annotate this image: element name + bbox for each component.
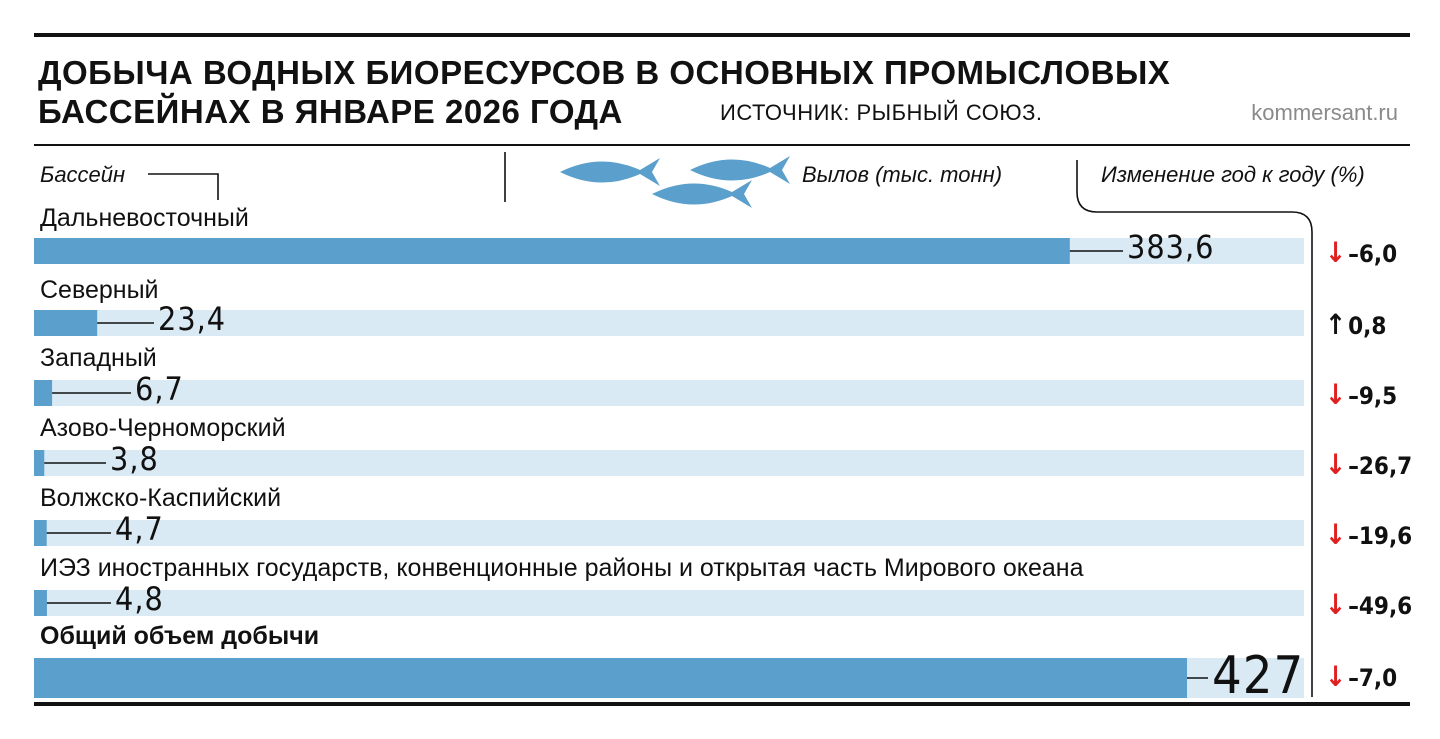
source-note: ИСТОЧНИК: РЫБНЫЙ СОЮЗ. [720, 100, 1043, 125]
header-rule [34, 144, 1410, 146]
change-label: ↑0,8 [1325, 308, 1386, 341]
bar [34, 520, 47, 546]
bar [34, 380, 53, 406]
change-value: –26,7 [1348, 452, 1413, 480]
category-label: Волжско-Каспийский [40, 484, 282, 512]
change-value: –19,6 [1348, 522, 1413, 550]
arrow-down-icon: ↓ [1325, 378, 1347, 411]
arrow-down-icon: ↓ [1325, 448, 1347, 481]
change-label: ↓–19,6 [1325, 518, 1412, 551]
category-label: ИЭЗ иностранных государств, конвенционны… [40, 554, 1084, 582]
change-label: ↓–7,0 [1325, 660, 1397, 693]
category-label: Северный [40, 276, 159, 304]
chart-title-line1: ДОБЫЧА ВОДНЫХ БИОРЕСУРСОВ В ОСНОВНЫХ ПРО… [38, 54, 1171, 91]
value-label: 4,7 [115, 510, 164, 548]
bar-total [34, 658, 1187, 698]
arrow-down-icon: ↓ [1325, 588, 1347, 621]
change-column-header: Изменение год к году (%) [1101, 162, 1365, 187]
bar-track [34, 520, 1304, 546]
category-label: Дальневосточный [40, 204, 249, 232]
arrow-down-icon: ↓ [1325, 236, 1347, 269]
header-decoration [148, 152, 1313, 697]
bar-track [34, 310, 1304, 336]
change-value: 0,8 [1348, 312, 1387, 340]
value-label-total: 427 [1212, 646, 1305, 706]
value-label: 3,8 [110, 440, 159, 478]
bar [34, 310, 98, 336]
basin-column-header: Бассейн [40, 162, 126, 187]
bar-track [34, 450, 1304, 476]
bar [34, 590, 47, 616]
value-label: 6,7 [135, 370, 184, 408]
arrow-up-icon: ↑ [1325, 308, 1347, 341]
value-label: 23,4 [158, 300, 227, 338]
arrow-down-icon: ↓ [1325, 518, 1347, 551]
bar-track [34, 380, 1304, 406]
change-label: ↓–49,6 [1325, 588, 1412, 621]
bar [34, 238, 1070, 264]
change-label: ↓–26,7 [1325, 448, 1412, 481]
site-credit: kommersant.ru [1251, 100, 1398, 125]
top-rule [34, 33, 1410, 37]
chart-title-line2: БАССЕЙНАХ В ЯНВАРЕ 2026 ГОДА [38, 93, 623, 130]
change-value: –9,5 [1348, 382, 1398, 410]
value-label: 383,6 [1127, 228, 1215, 266]
change-label: ↓–6,0 [1325, 236, 1397, 269]
category-label: Западный [40, 344, 157, 372]
bar [34, 450, 45, 476]
category-label-total: Общий объем добычи [40, 622, 320, 650]
bottom-rule [34, 702, 1410, 706]
change-value: –7,0 [1348, 664, 1398, 692]
bar-track [34, 590, 1304, 616]
change-label: ↓–9,5 [1325, 378, 1397, 411]
catch-column-header: Вылов (тыс. тонн) [802, 162, 1003, 187]
fish-icon [560, 156, 790, 208]
change-value: –49,6 [1348, 592, 1413, 620]
category-label: Азово-Черноморский [40, 414, 286, 442]
arrow-down-icon: ↓ [1325, 660, 1347, 693]
change-value: –6,0 [1348, 240, 1398, 268]
value-label: 4,8 [115, 580, 164, 618]
